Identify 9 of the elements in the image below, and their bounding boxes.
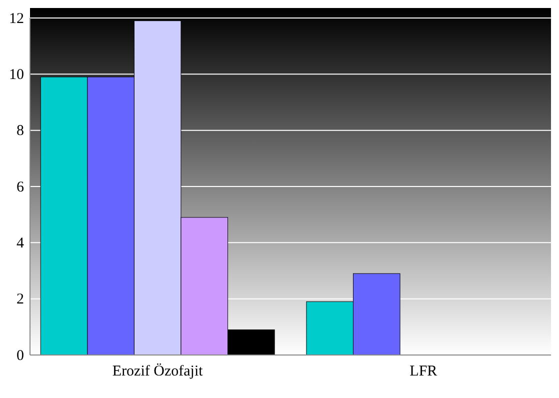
y-tick-label: 0 (16, 348, 24, 364)
y-tick-label: 12 (9, 10, 24, 27)
y-tick-label: 2 (16, 292, 24, 308)
y-tick-label: 10 (9, 66, 24, 83)
y-tick-label: 6 (16, 179, 24, 196)
y-tick-label: 4 (16, 235, 24, 252)
y-tick-label: 8 (16, 123, 24, 140)
x-tick-label: LFR (410, 364, 438, 380)
x-tick-label: Erozif Özofajit (112, 362, 204, 380)
